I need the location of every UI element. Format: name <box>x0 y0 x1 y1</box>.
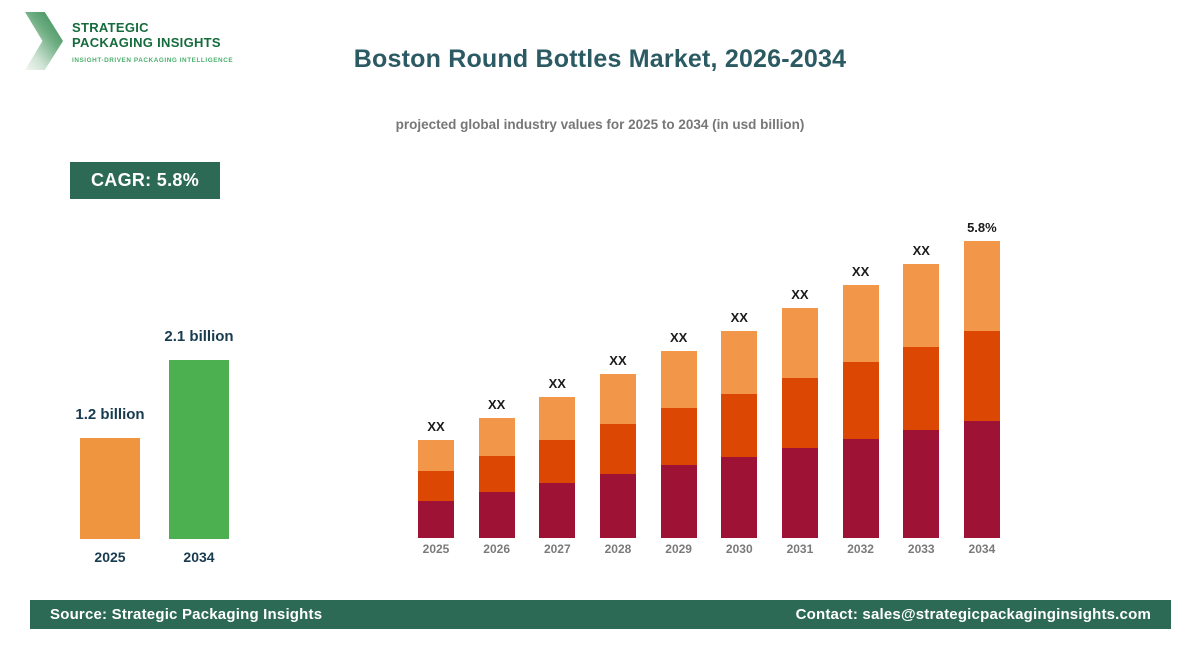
mini-bar-column-2034: 2.1 billion 2034 <box>164 318 233 565</box>
bar-value-label: 5.8% <box>967 220 997 235</box>
stacked-bar-chart: XX 2025 XX 2026 XX 2027 XX 2028 XX 2029 XX 2030 XX 20… <box>418 210 1000 556</box>
segment-middle <box>660 408 697 465</box>
mini-bar-value-label: 1.2 billion <box>75 406 145 423</box>
segment-top <box>963 241 1000 331</box>
mini-bar-value-label: 2.1 billion <box>164 328 234 345</box>
segment-top <box>721 331 758 394</box>
footer-source: Source: Strategic Packaging Insights <box>50 606 323 623</box>
mini-comparison-chart: 1.2 billion 2025 2.1 billion 2034 <box>75 318 233 565</box>
x-axis-year-label: 2031 <box>786 542 814 556</box>
footer-contact: Contact: sales@strategicpackaginginsight… <box>795 606 1151 623</box>
stacked-bar-column-2027: XX 2027 <box>539 376 576 556</box>
stacked-bar-column-2031: XX 2031 <box>781 287 818 556</box>
mini-bar-column-2025: 1.2 billion 2025 <box>75 318 144 565</box>
segment-top <box>660 351 697 408</box>
segment-bottom <box>660 465 697 538</box>
segment-top <box>478 418 515 456</box>
x-axis-year-label: 2025 <box>422 542 450 556</box>
bar-value-label: XX <box>912 243 930 258</box>
segment-bottom <box>781 448 818 538</box>
logo-name-line2: PACKAGING INSIGHTS <box>72 35 221 50</box>
segment-middle <box>539 440 576 483</box>
segment-top <box>903 264 940 347</box>
mini-bar-year-label: 2025 <box>94 549 126 565</box>
stacked-bar-column-2034: 5.8% 2034 <box>963 220 1000 556</box>
segment-top <box>599 374 636 424</box>
stacked-bar-column-2030: XX 2030 <box>721 310 758 556</box>
segment-middle <box>963 331 1000 421</box>
segment-top <box>418 440 454 471</box>
bar-value-label: XX <box>851 264 870 279</box>
stacked-bar-column-2028: XX 2028 <box>599 353 636 556</box>
stacked-bar-column-2032: XX 2032 <box>842 264 879 556</box>
bar-value-label: XX <box>730 310 748 325</box>
x-axis-year-label: 2026 <box>483 542 510 556</box>
page-title: Boston Round Bottles Market, 2026-2034 <box>353 45 847 73</box>
segment-bottom <box>721 457 758 538</box>
logo-name-line1: STRATEGIC <box>72 20 149 35</box>
mini-bar-2034 <box>169 360 229 539</box>
footer-bar: Source: Strategic Packaging Insights Con… <box>30 600 1171 629</box>
page-subtitle: projected global industry values for 202… <box>395 117 805 132</box>
segment-middle <box>599 424 636 474</box>
mini-bar-2025 <box>80 438 140 539</box>
segment-top <box>539 397 576 440</box>
cagr-badge: CAGR: 5.8% <box>70 162 220 199</box>
stacked-bar-column-2026: XX 2026 <box>478 397 515 556</box>
segment-bottom <box>478 492 515 538</box>
x-axis-year-label: 2030 <box>725 542 753 556</box>
x-axis-year-label: 2032 <box>847 542 874 556</box>
segment-bottom <box>539 483 576 538</box>
x-axis-year-label: 2028 <box>604 542 632 556</box>
x-axis-year-label: 2034 <box>968 542 996 556</box>
bar-value-label: XX <box>609 353 627 368</box>
segment-bottom <box>599 474 636 538</box>
stacked-bar-column-2033: XX 2033 <box>903 243 940 556</box>
x-axis-year-label: 2027 <box>543 542 571 556</box>
mini-bar-year-label: 2034 <box>183 549 215 565</box>
bar-value-label: XX <box>548 376 566 391</box>
bar-value-label: XX <box>427 419 445 434</box>
stacked-bar-column-2025: XX 2025 <box>418 419 454 556</box>
bar-value-label: XX <box>487 397 506 412</box>
x-axis-year-label: 2029 <box>665 542 692 556</box>
stacked-bar-column-2029: XX 2029 <box>660 330 697 556</box>
segment-bottom <box>418 501 454 538</box>
bar-value-label: XX <box>791 287 809 302</box>
x-axis-year-label: 2033 <box>907 542 935 556</box>
segment-middle <box>478 456 515 492</box>
segment-middle <box>721 394 758 457</box>
logo-text: STRATEGIC PACKAGING INSIGHTS INSIGHT-DRI… <box>72 12 233 64</box>
segment-bottom <box>903 430 940 538</box>
segment-top <box>781 308 818 378</box>
segment-top <box>842 285 879 362</box>
logo: STRATEGIC PACKAGING INSIGHTS INSIGHT-DRI… <box>25 12 233 70</box>
bar-value-label: XX <box>669 330 688 345</box>
segment-bottom <box>842 439 879 538</box>
segment-middle <box>418 471 454 501</box>
segment-bottom <box>963 421 1000 538</box>
segment-middle <box>781 378 818 448</box>
segment-middle <box>842 362 879 439</box>
segment-middle <box>903 347 940 430</box>
logo-tagline: INSIGHT-DRIVEN PACKAGING INTELLIGENCE <box>72 57 234 64</box>
